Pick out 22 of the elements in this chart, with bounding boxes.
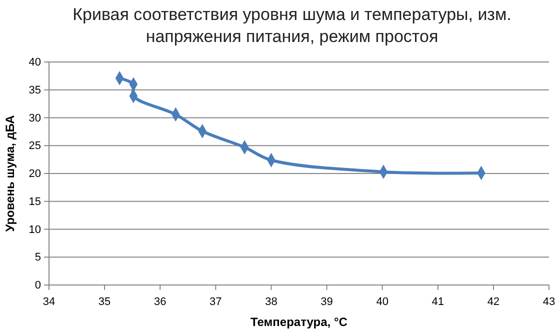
x-axis-title: Температура, °C	[250, 315, 348, 329]
y-tick-label: 5	[34, 252, 41, 264]
x-tick-label: 41	[432, 296, 444, 308]
y-tick-label: 35	[28, 84, 41, 96]
y-tick-label: 0	[34, 280, 41, 292]
y-tick-label: 10	[28, 224, 41, 236]
y-tick-label: 30	[28, 112, 41, 124]
x-tick-label: 39	[320, 296, 333, 308]
y-tick-label: 25	[28, 140, 41, 152]
y-tick-label: 40	[28, 56, 41, 69]
x-tick-label: 42	[487, 296, 500, 308]
x-tick-label: 43	[542, 296, 556, 308]
x-tick-label: 34	[42, 296, 56, 308]
chart-title: Кривая соответствия уровня шума и температуры, изм. напряжения питания, режим простоя	[72, 5, 512, 46]
y-axis-title: Уровень шума, дБА	[3, 114, 17, 232]
y-tick-label: 15	[28, 196, 41, 208]
x-tick-label: 37	[210, 296, 222, 308]
y-tick-label: 20	[28, 168, 41, 180]
x-tick-label: 35	[98, 296, 111, 308]
x-tick-label: 38	[265, 296, 278, 308]
x-tick-label: 36	[154, 296, 166, 308]
x-tick-label: 40	[376, 296, 388, 308]
